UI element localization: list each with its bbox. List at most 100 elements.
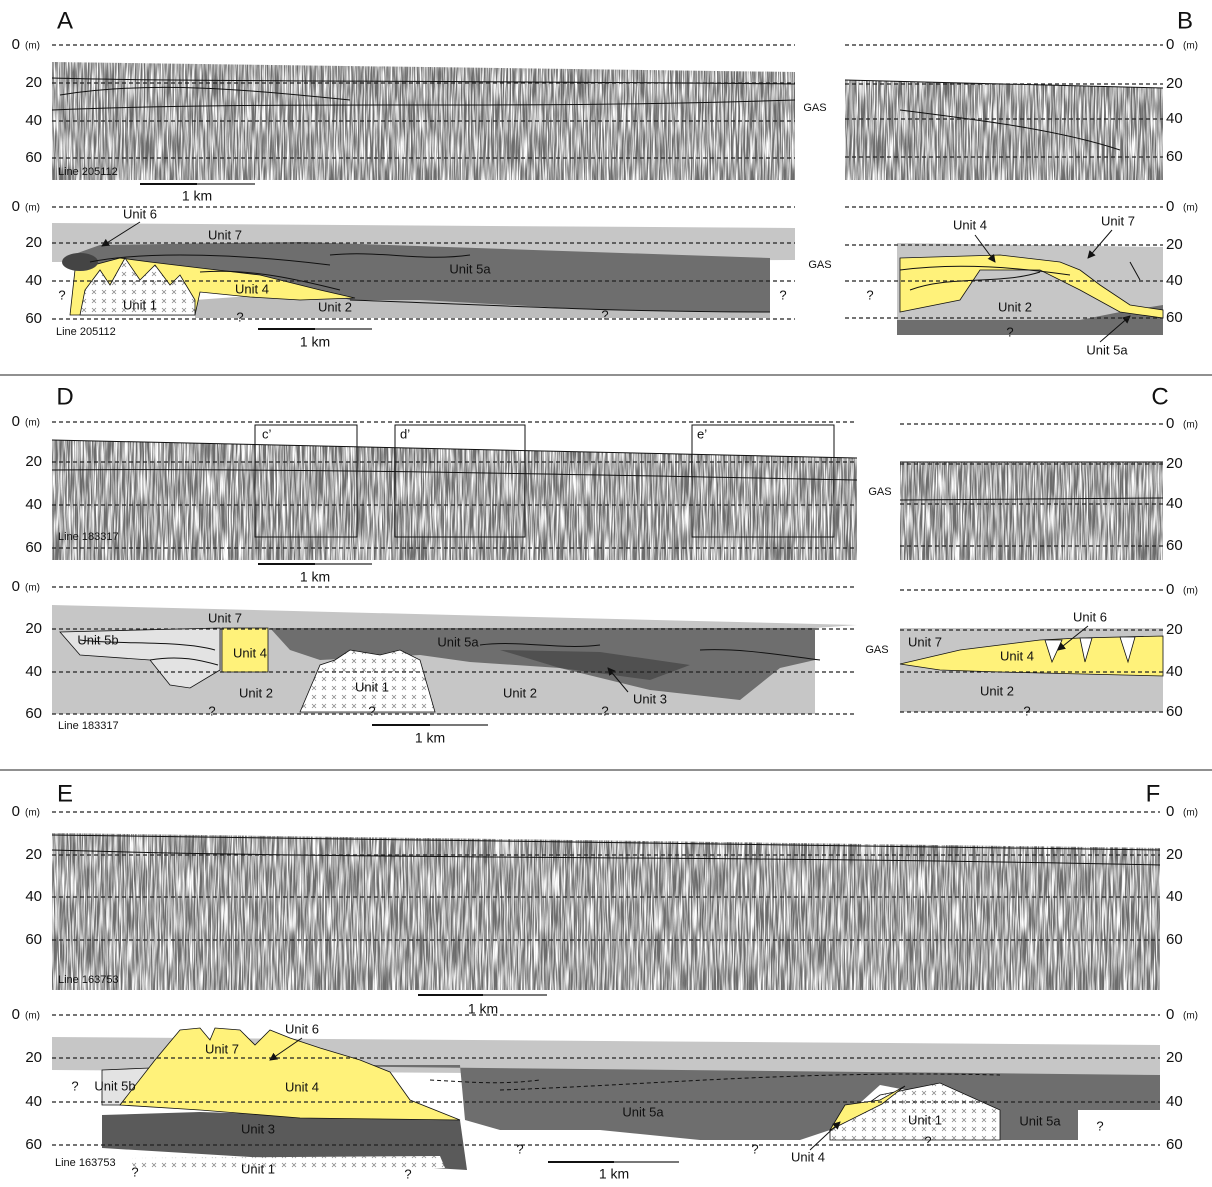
depth-label: 60: [25, 931, 42, 948]
interpretation-d: [52, 605, 857, 714]
interpretation-b: [897, 229, 1164, 343]
unit-label: Unit 7: [208, 610, 242, 625]
depth-unit: (m): [1183, 1011, 1198, 1022]
depth-label: 0: [12, 803, 20, 820]
unit-label: Unit 5a: [437, 634, 479, 649]
shape: [62, 253, 98, 271]
unit-label: Unit 3: [241, 1121, 275, 1136]
query-mark: ?: [1096, 1118, 1103, 1133]
gas-label: GAS: [865, 644, 888, 656]
labels: 0 (m) 20 40 60 0 (m) 20 40 60 0 (m) 20 40 60 0 (m) 20 40 60…: [12, 7, 1198, 1181]
unit-label: Unit 5b: [77, 632, 118, 647]
query-mark: ?: [1006, 324, 1013, 339]
shape: [200, 1065, 1160, 1140]
unit-label: Unit 6: [285, 1021, 319, 1036]
depth-label: 20: [25, 620, 42, 637]
unit-label: Unit 5a: [449, 261, 491, 276]
shape: [59, 627, 221, 689]
depth-unit: (m): [25, 418, 40, 429]
unit-label: Unit 2: [318, 299, 352, 314]
query-mark: ?: [208, 703, 215, 718]
scale-label: 1 km: [300, 334, 330, 350]
unit-label: Unit 1: [908, 1112, 942, 1127]
shape: [1044, 636, 1136, 664]
shape: [899, 461, 1164, 501]
depth-label: 40: [25, 663, 42, 680]
gas-label: GAS: [808, 259, 831, 271]
unit-label: Unit 2: [998, 299, 1032, 314]
unit-label: Unit 4: [235, 281, 269, 296]
depth-label: 60: [25, 310, 42, 327]
shape: [897, 305, 1163, 335]
depth-label: 40: [1166, 663, 1183, 680]
shape: [845, 80, 1163, 180]
interpretation-a: [52, 221, 795, 318]
depth-label: 60: [1166, 703, 1183, 720]
depth-unit: (m): [25, 41, 40, 52]
depth-label: 0: [1166, 36, 1174, 53]
depth-label: 40: [25, 112, 42, 129]
shape: [51, 834, 1161, 866]
unit-label: Unit 4: [233, 645, 267, 660]
shape: [72, 242, 770, 312]
depth-label: 0: [1166, 415, 1174, 432]
depth-unit: (m): [25, 583, 40, 594]
shape: [691, 424, 835, 538]
shape: [900, 462, 1163, 560]
depth-label: 20: [25, 453, 42, 470]
depth-label: 40: [1166, 272, 1183, 289]
query-mark: ?: [71, 1078, 78, 1093]
shape: [829, 1082, 1001, 1141]
depth-unit: (m): [1183, 586, 1198, 597]
query-mark: ?: [404, 1166, 411, 1181]
panel-letter: F: [1146, 780, 1161, 807]
unit-label: Unit 5a: [622, 1104, 664, 1119]
unit-label: Unit 4: [1000, 648, 1034, 663]
line-label: Line 183317: [58, 720, 119, 732]
shape: [844, 79, 1164, 151]
depth-unit: (m): [25, 808, 40, 819]
depth-unit: (m): [1183, 203, 1198, 214]
depth-label: 60: [25, 705, 42, 722]
query-mark: ?: [866, 287, 873, 302]
line-label: Line 205112: [58, 166, 118, 178]
depth-label: 20: [25, 74, 42, 91]
depth-label: 60: [25, 539, 42, 556]
panel-letter: A: [57, 7, 73, 34]
depth-label: 40: [25, 272, 42, 289]
depth-unit: (m): [25, 1011, 40, 1022]
unit-label: Unit 7: [908, 634, 942, 649]
shape: [899, 635, 1164, 677]
unit-label: Unit 7: [208, 227, 242, 242]
line: [974, 234, 996, 263]
shape: [270, 628, 815, 700]
depth-label: 20: [1166, 1049, 1183, 1066]
depth-label: 20: [1166, 621, 1183, 638]
depth-label: 40: [1166, 1093, 1183, 1110]
query-mark: ?: [131, 1164, 138, 1179]
unit-label: Unit 6: [1073, 609, 1107, 624]
shape: [254, 424, 358, 538]
unit-label: Unit 2: [980, 683, 1014, 698]
depth-label: 40: [1166, 110, 1183, 127]
depth-label: 0: [1166, 1006, 1174, 1023]
depth-label: 0: [12, 413, 20, 430]
query-mark: ?: [779, 287, 786, 302]
query-mark: ?: [1023, 703, 1030, 718]
query-mark: ?: [516, 1141, 523, 1156]
line: [269, 1037, 303, 1061]
depth-label: 40: [1166, 495, 1183, 512]
shape: [119, 1027, 461, 1121]
unit-label: Unit 2: [239, 685, 273, 700]
depth-label: 60: [1166, 148, 1183, 165]
depth-label: 0: [12, 578, 20, 595]
unit-label: Unit 1: [123, 297, 157, 312]
depth-label: 60: [1166, 1136, 1183, 1153]
depth-label: 20: [1166, 236, 1183, 253]
shape: [102, 1112, 467, 1170]
scale-label: 1 km: [468, 1001, 498, 1017]
unit-label: Unit 6: [123, 206, 157, 221]
depth-label: 20: [1166, 846, 1183, 863]
depth-label: 20: [1166, 455, 1183, 472]
